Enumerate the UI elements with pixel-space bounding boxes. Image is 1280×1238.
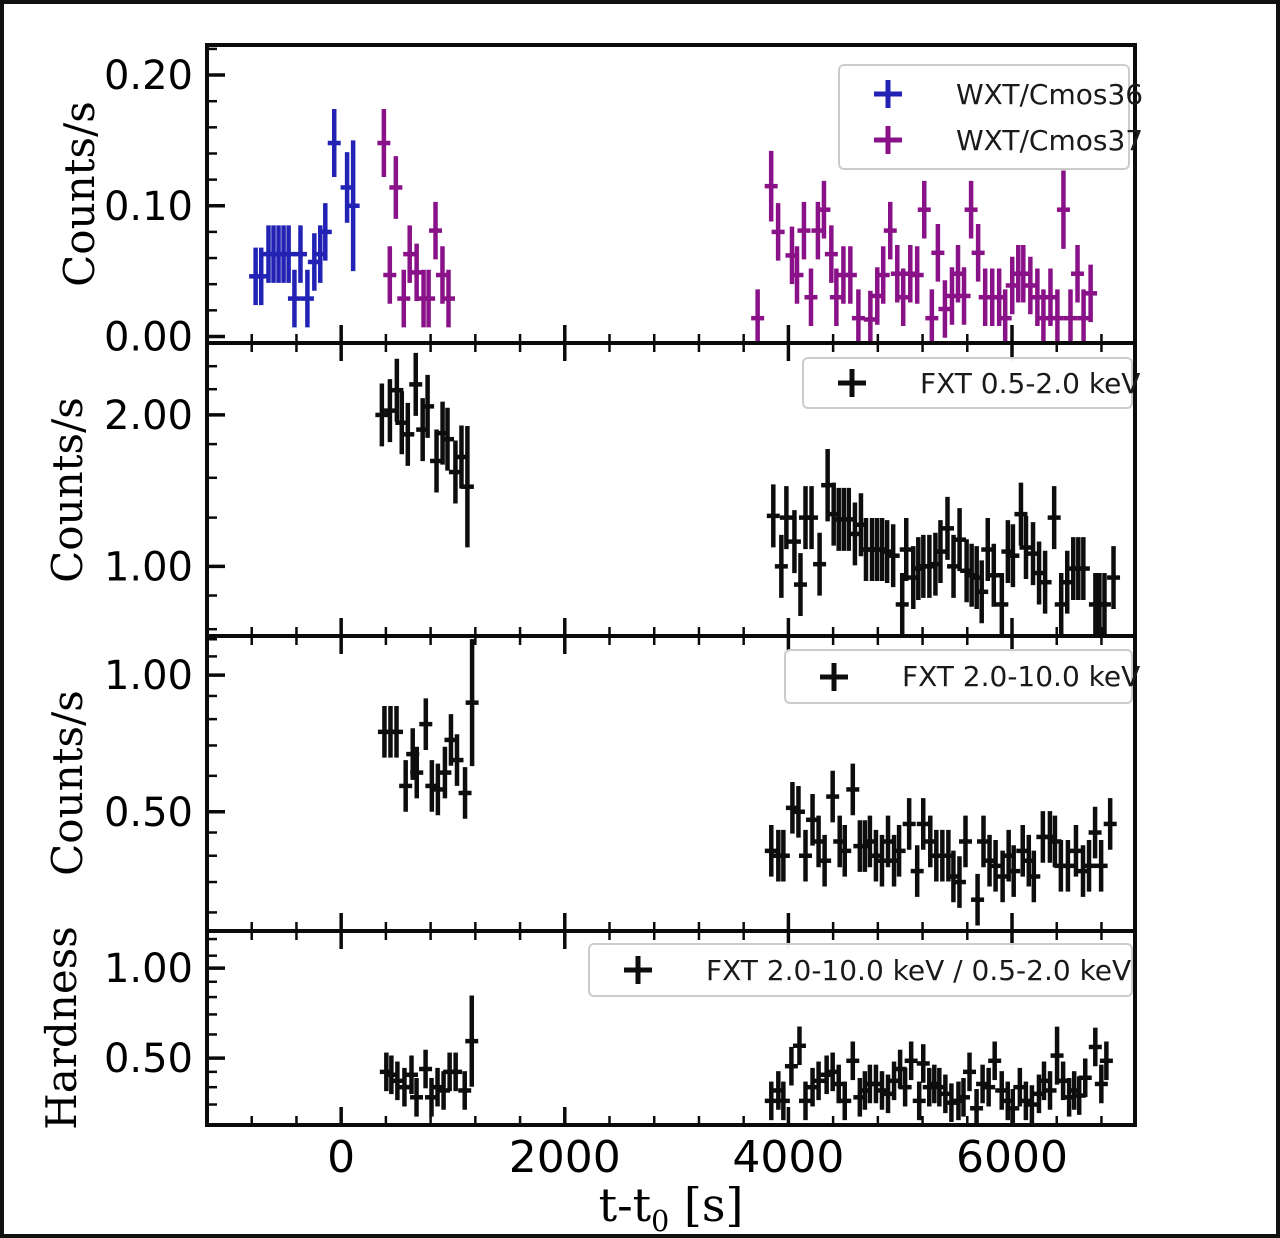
- plus-marker-icon: [820, 662, 848, 691]
- x-tick-label: 6000: [956, 1132, 1068, 1183]
- x-axis-label-main: t-t: [598, 1178, 652, 1232]
- series-fxt-0-5-2-0-kev: [375, 352, 1121, 636]
- legend-label-cmos37: WXT/Cmos37: [956, 123, 1144, 157]
- legend-entry-cmos36: WXT/Cmos36: [850, 71, 1143, 117]
- plus-marker-icon: [874, 80, 902, 108]
- legend-panel1: WXT/Cmos36 WXT/Cmos37: [838, 64, 1143, 170]
- legend-label-fxt-soft: FXT 0.5-2.0 keV: [920, 366, 1141, 400]
- y-tick-label: 0.10: [104, 184, 193, 230]
- x-tick-label: 2000: [509, 1132, 621, 1183]
- axis-ticks: [207, 343, 1103, 636]
- legend-label-hardness: FXT 2.0-10.0 keV / 0.5-2.0 keV: [706, 953, 1132, 987]
- legend-entry-hardness: FXT 2.0-10.0 keV / 0.5-2.0 keV: [600, 949, 1131, 991]
- legend-label-cmos36: WXT/Cmos36: [956, 77, 1144, 111]
- panel-wxt-lightcurve: 0.00 0.10 0.20: [104, 43, 1137, 360]
- y-tick-label: 1.00: [104, 946, 193, 992]
- panel1-y-axis-label: Counts/s: [55, 101, 104, 287]
- plus-marker-icon: [838, 369, 866, 397]
- legend-panel4: FXT 2.0-10.0 keV / 0.5-2.0 keV: [588, 943, 1133, 997]
- legend-entry-fxt-soft: FXT 0.5-2.0 keV: [814, 363, 1140, 403]
- panel-hardness-ratio: 0.50 1.00: [104, 929, 1137, 1127]
- legend-panel2: FXT 0.5-2.0 keV: [802, 357, 1140, 409]
- y-tick-label: 0.50: [104, 1036, 193, 1082]
- y-tick-label: 1.00: [104, 653, 193, 699]
- y-tick-label: 1.00: [104, 544, 193, 590]
- x-axis-label-unit: [s]: [669, 1178, 744, 1232]
- legend-entry-cmos37: WXT/Cmos37: [850, 117, 1143, 163]
- plus-marker-icon: [624, 956, 652, 984]
- panel2-y-axis-label: Counts/s: [43, 397, 92, 583]
- legend-entry-fxt-hard: FXT 2.0-10.0 keV: [796, 655, 1140, 698]
- panel4-y-axis-label: Hardness: [37, 926, 86, 1130]
- y-tick-label: 2.00: [104, 393, 193, 439]
- series-fxt-2-0-10-0-kev: [377, 639, 1117, 926]
- plus-marker-icon: [874, 126, 902, 154]
- x-tick-label: 0: [327, 1132, 355, 1183]
- x-tick-label: 4000: [732, 1132, 844, 1183]
- panel-fxt-soft: 1.00 2.00: [104, 341, 1137, 638]
- series-fxt-2-0-10-0-kev-0-5-2-0-kev: [379, 995, 1113, 1125]
- legend-panel3: FXT 2.0-10.0 keV: [784, 649, 1140, 704]
- y-tick-label: 0.50: [104, 790, 193, 836]
- panel-fxt-hard: 0.50 1.00: [104, 634, 1137, 933]
- series-wxt-cmos36: [249, 109, 360, 328]
- legend-label-fxt-hard: FXT 2.0-10.0 keV: [902, 660, 1141, 693]
- panel-border: [205, 929, 1137, 1127]
- y-tick-label: 0.20: [104, 53, 193, 99]
- x-axis-label: t-t0 [s]: [599, 1178, 744, 1238]
- series-wxt-cmos37: [377, 109, 1098, 343]
- axis-ticks: [207, 636, 1103, 931]
- y-tick-label: 0.00: [104, 314, 193, 360]
- x-axis-label-sub: 0: [651, 1205, 670, 1238]
